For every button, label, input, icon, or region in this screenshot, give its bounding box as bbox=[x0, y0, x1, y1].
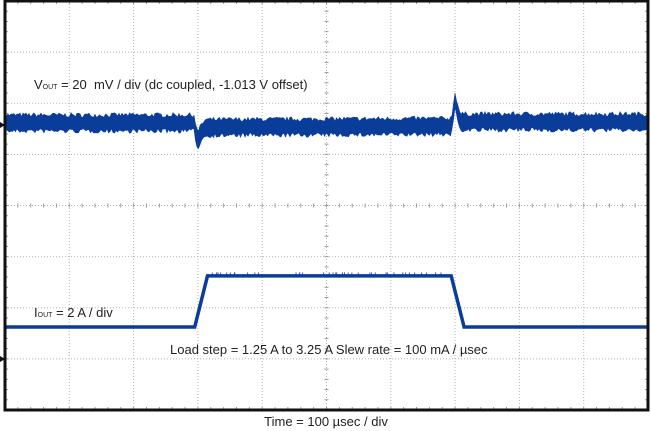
iout-label-scale: = 2 A / div bbox=[52, 305, 113, 320]
vout-label-scale: = 20 mV / div (dc coupled, -1.013 V offs… bbox=[57, 77, 307, 92]
vout-scale-label: VOUT = 20 mV / div (dc coupled, -1.013 V… bbox=[34, 77, 308, 92]
vout-label-main: V bbox=[34, 77, 43, 92]
vout-ground-marker bbox=[0, 122, 5, 128]
iout-scale-label: IOUT = 2 A / div bbox=[34, 305, 113, 320]
iout-label-subscript: OUT bbox=[38, 312, 54, 319]
vout-label-subscript: OUT bbox=[43, 84, 59, 91]
x-axis-label: Time = 100 µsec / div bbox=[264, 414, 388, 429]
load-step-annotation: Load step = 1.25 A to 3.25 A Slew rate =… bbox=[170, 342, 488, 357]
iout-ground-marker bbox=[0, 356, 5, 362]
plot-border bbox=[3, 0, 650, 412]
iout-label-main: I bbox=[34, 305, 38, 320]
vout-trace bbox=[4, 93, 648, 150]
traces bbox=[4, 93, 648, 329]
